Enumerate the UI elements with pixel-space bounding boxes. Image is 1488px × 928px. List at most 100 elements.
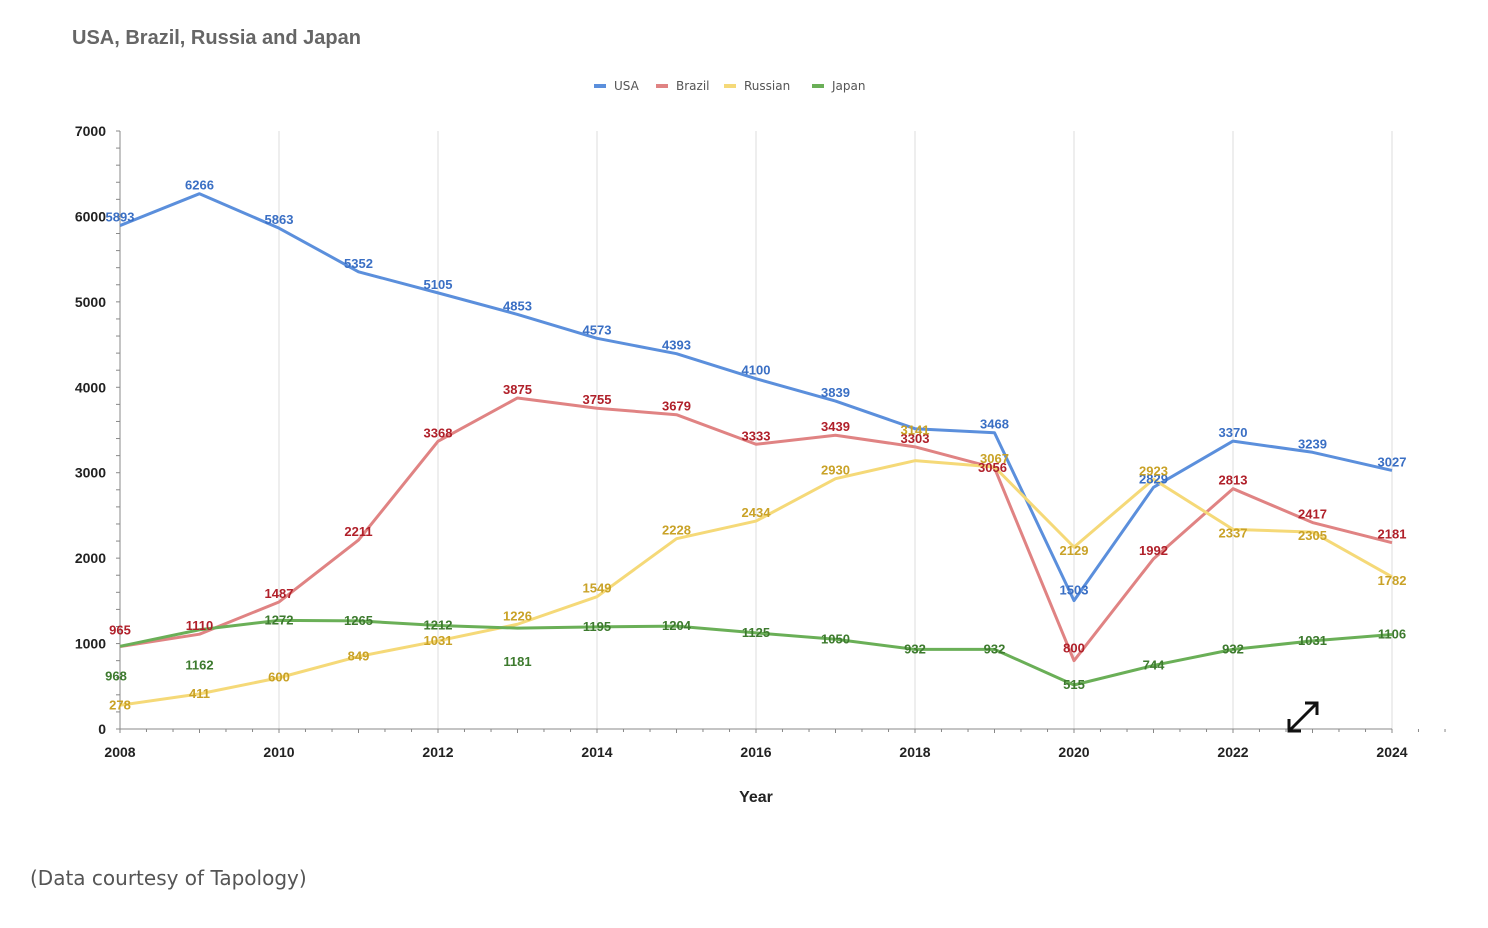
x-tick-label-2010: 2010 xyxy=(263,744,294,760)
data-label-japan-2021: 744 xyxy=(1143,657,1165,672)
data-label-russian-2008: 278 xyxy=(109,697,131,712)
data-label-brazil-2015: 3679 xyxy=(662,399,691,414)
data-label-japan-2016: 1125 xyxy=(742,625,770,640)
y-tick-label-0: 0 xyxy=(98,721,106,737)
data-label-brazil-2023: 2417 xyxy=(1298,507,1327,522)
data-label-brazil-2012: 3368 xyxy=(424,425,453,440)
data-label-russian-2017: 2930 xyxy=(821,463,850,478)
data-label-japan-2011: 1265 xyxy=(344,613,373,628)
x-tick-label-2018: 2018 xyxy=(899,744,930,760)
data-label-russian-2023: 2305 xyxy=(1298,528,1327,543)
x-tick-labels: 2008 2010 2012 2014 2016 2018 2020 2022 2024 xyxy=(104,744,1407,760)
y-tick-labels: 0 1000 2000 3000 4000 5000 6000 7000 xyxy=(75,123,106,737)
data-label-russian-2010: 600 xyxy=(268,670,290,685)
chart-title: USA, Brazil, Russia and Japan xyxy=(72,27,361,49)
series-line-japan xyxy=(119,618,1393,687)
data-label-russian-2024: 1782 xyxy=(1378,573,1407,588)
y-tick-label-4000: 4000 xyxy=(75,379,106,395)
x-tick-label-2016: 2016 xyxy=(740,744,771,760)
x-axis-title: Year xyxy=(739,789,773,806)
series-line-russian xyxy=(119,459,1393,707)
data-label-usa-2010: 5863 xyxy=(265,212,294,227)
data-label-brazil-2009: 1110 xyxy=(186,618,214,633)
x-tick-label-2014: 2014 xyxy=(581,744,612,760)
data-label-japan-2009: 1162 xyxy=(185,658,213,673)
data-label-japan-2012: 1212 xyxy=(424,617,453,632)
data-label-brazil-2014: 3755 xyxy=(583,392,612,407)
axes xyxy=(116,130,1446,733)
legend-label-brazil: Brazil xyxy=(676,79,710,93)
data-label-usa-2008: 5893 xyxy=(106,210,135,225)
data-label-japan-2019: 932 xyxy=(984,641,1006,656)
data-label-japan-2013: 1181 xyxy=(503,654,531,669)
data-label-brazil-2022: 2813 xyxy=(1219,473,1248,488)
series-line-usa xyxy=(119,192,1393,603)
data-label-japan-2010: 1272 xyxy=(265,612,294,627)
data-label-japan-2022: 932 xyxy=(1222,641,1244,656)
data-label-russian-2011: 849 xyxy=(348,648,370,663)
data-label-japan-2014: 1195 xyxy=(583,619,611,634)
y-tick-label-2000: 2000 xyxy=(75,550,106,566)
data-label-brazil-2013: 3875 xyxy=(503,382,532,397)
caption-text: (Data courtesy of Tapology) xyxy=(30,866,307,890)
data-label-usa-2021: 2829 xyxy=(1139,471,1168,486)
x-tick-label-2020: 2020 xyxy=(1058,744,1089,760)
data-label-russian-2009: 411 xyxy=(189,686,210,701)
data-label-usa-2012: 5105 xyxy=(424,277,453,292)
data-label-usa-2009: 6266 xyxy=(185,178,214,193)
data-label-usa-2020: 1503 xyxy=(1060,583,1089,598)
data-label-brazil-2018: 3303 xyxy=(901,431,930,446)
x-tick-label-2024: 2024 xyxy=(1376,744,1407,760)
data-label-russian-2013: 1226 xyxy=(503,608,532,623)
data-label-usa-2014: 4573 xyxy=(583,322,612,337)
data-label-russian-2018: 3141 xyxy=(901,423,930,438)
data-label-japan-2024: 1106 xyxy=(1378,627,1406,642)
data-label-japan-2017: 1050 xyxy=(821,631,850,646)
data-label-japan-2020: 515 xyxy=(1063,677,1085,692)
data-label-usa-2011: 5352 xyxy=(344,256,373,271)
data-label-usa-2022: 3370 xyxy=(1219,425,1248,440)
legend-label-japan: Japan xyxy=(831,79,865,93)
data-label-russian-2019: 3067 xyxy=(980,451,1009,466)
data-label-usa-2016: 4100 xyxy=(742,363,771,378)
data-label-usa-2024: 3027 xyxy=(1378,454,1407,469)
data-label-russian-2014: 1549 xyxy=(583,581,612,596)
y-tick-label-1000: 1000 xyxy=(75,636,106,652)
data-label-japan-2023: 1031 xyxy=(1298,633,1327,648)
data-label-brazil-2010: 1487 xyxy=(265,586,294,601)
data-label-usa-2017: 3839 xyxy=(821,385,850,400)
y-tick-label-7000: 7000 xyxy=(75,123,106,139)
y-tick-label-5000: 5000 xyxy=(75,294,106,310)
x-tick-label-2012: 2012 xyxy=(422,744,453,760)
y-tick-label-6000: 6000 xyxy=(75,208,106,224)
data-label-russian-2016: 2434 xyxy=(742,505,772,520)
data-label-brazil-2019: 3056 xyxy=(978,460,1007,475)
data-label-russian-2012: 1031 xyxy=(424,633,453,648)
series-line-brazil xyxy=(119,396,1393,663)
data-label-brazil-2011: 2211 xyxy=(344,524,372,539)
x-tick-label-2008: 2008 xyxy=(104,744,135,760)
data-label-russian-2020: 2129 xyxy=(1060,543,1089,558)
data-label-brazil-2017: 3439 xyxy=(821,419,850,434)
x-tick-label-2022: 2022 xyxy=(1217,744,1248,760)
data-label-usa-2015: 4393 xyxy=(662,338,691,353)
data-label-usa-2023: 3239 xyxy=(1298,436,1327,451)
data-labels: 5893 6266 5863 5352 5105 4853 4573 4393 4100 3839… xyxy=(105,178,1406,713)
series-lines xyxy=(119,192,1393,707)
data-label-japan-2015: 1204 xyxy=(662,618,692,633)
data-label-brazil-2021: 1992 xyxy=(1139,543,1168,558)
data-label-japan-2018: 932 xyxy=(904,641,926,656)
expand-button[interactable] xyxy=(1283,697,1323,737)
y-tick-label-3000: 3000 xyxy=(75,465,106,481)
legend-label-russian: Russian xyxy=(744,79,790,93)
expand-arrows-icon xyxy=(1287,701,1319,733)
line-chart: USA, Brazil, Russia and Japan USA Brazil R… xyxy=(72,27,1446,806)
data-label-usa-2019: 3468 xyxy=(980,417,1009,432)
data-label-russian-2022: 2337 xyxy=(1219,525,1248,540)
data-label-russian-2021: 2923 xyxy=(1139,463,1168,478)
data-label-japan-2008: 968 xyxy=(105,668,127,683)
data-label-russian-2015: 2228 xyxy=(662,523,691,538)
legend: USA Brazil Russian Japan xyxy=(594,79,865,93)
data-label-brazil-2008: 965 xyxy=(109,623,131,638)
data-label-brazil-2016: 3333 xyxy=(742,428,771,443)
